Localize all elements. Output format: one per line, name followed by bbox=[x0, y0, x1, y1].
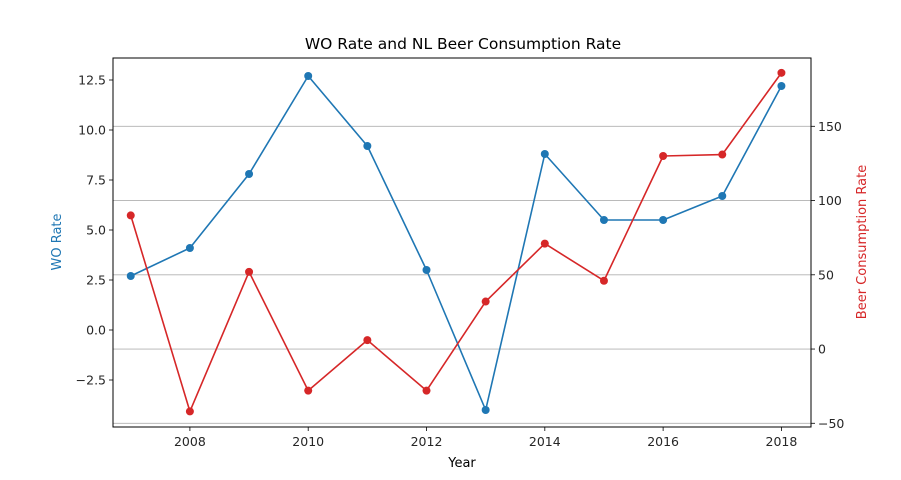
left-y-tick-label: 5.0 bbox=[86, 223, 106, 238]
left-series-point bbox=[185, 244, 194, 252]
left-y-tick-label: 2.5 bbox=[86, 273, 106, 288]
right-series-point bbox=[659, 152, 668, 161]
right-series-point bbox=[422, 386, 431, 395]
grid-lines bbox=[113, 125, 811, 424]
right-series-point bbox=[599, 276, 608, 285]
left-series-point bbox=[599, 216, 608, 224]
left-y-tick-label: 0.0 bbox=[86, 323, 106, 338]
chart-title: WO Rate and NL Beer Consumption Rate bbox=[305, 35, 621, 53]
right-series-point bbox=[245, 267, 254, 276]
x-tick-label: 2014 bbox=[529, 434, 561, 449]
right-series-point bbox=[304, 386, 313, 395]
left-y-tick-label: −2.5 bbox=[76, 373, 106, 388]
right-series-line bbox=[129, 72, 783, 413]
left-y-tick-label: 12.5 bbox=[78, 73, 106, 88]
left-series-point bbox=[718, 192, 727, 200]
left-series-point bbox=[659, 216, 668, 224]
plot-frame bbox=[112, 57, 812, 428]
left-y-tick-label: 10.0 bbox=[78, 123, 106, 138]
left-series-point bbox=[304, 72, 313, 80]
series-layer bbox=[126, 68, 786, 416]
right-series-point bbox=[540, 239, 549, 248]
left-series-line bbox=[130, 75, 783, 411]
left-series-point bbox=[777, 82, 786, 90]
left-series-point bbox=[363, 142, 372, 150]
right-y-tick-label: 0 bbox=[818, 342, 826, 357]
x-tick-label: 2008 bbox=[174, 434, 206, 449]
right-series-point bbox=[363, 336, 372, 345]
x-tick-label: 2012 bbox=[411, 434, 443, 449]
left-series-point bbox=[481, 406, 490, 414]
x-axis-label: Year bbox=[447, 456, 476, 471]
x-tick-label: 2018 bbox=[766, 434, 798, 449]
right-series-point bbox=[126, 211, 135, 220]
right-series-point bbox=[481, 297, 490, 306]
right-y-axis-label: Beer Consumption Rate bbox=[855, 165, 870, 319]
right-series-point bbox=[777, 68, 786, 77]
left-series-point bbox=[245, 170, 254, 178]
right-series-point bbox=[185, 407, 194, 416]
right-y-tick-label: −50 bbox=[818, 416, 844, 431]
left-series-point bbox=[422, 266, 431, 274]
right-y-tick-label: 150 bbox=[818, 119, 842, 134]
x-tick-label: 2016 bbox=[647, 434, 679, 449]
x-axis: 2008 2010 2012 2014 2016 2018 bbox=[174, 427, 797, 449]
right-y-axis: −50 0 50 100 150 bbox=[811, 119, 844, 431]
right-series-point bbox=[718, 150, 727, 159]
left-series-point bbox=[540, 150, 549, 158]
right-y-tick-label: 100 bbox=[818, 193, 842, 208]
left-y-axis-label: WO Rate bbox=[50, 213, 65, 270]
left-y-axis: −2.5 0.0 2.5 5.0 7.5 10.0 12.5 bbox=[76, 73, 113, 388]
left-series-point bbox=[126, 272, 135, 280]
left-y-tick-label: 7.5 bbox=[86, 173, 106, 188]
right-y-tick-label: 50 bbox=[818, 267, 834, 282]
x-tick-label: 2010 bbox=[292, 434, 324, 449]
